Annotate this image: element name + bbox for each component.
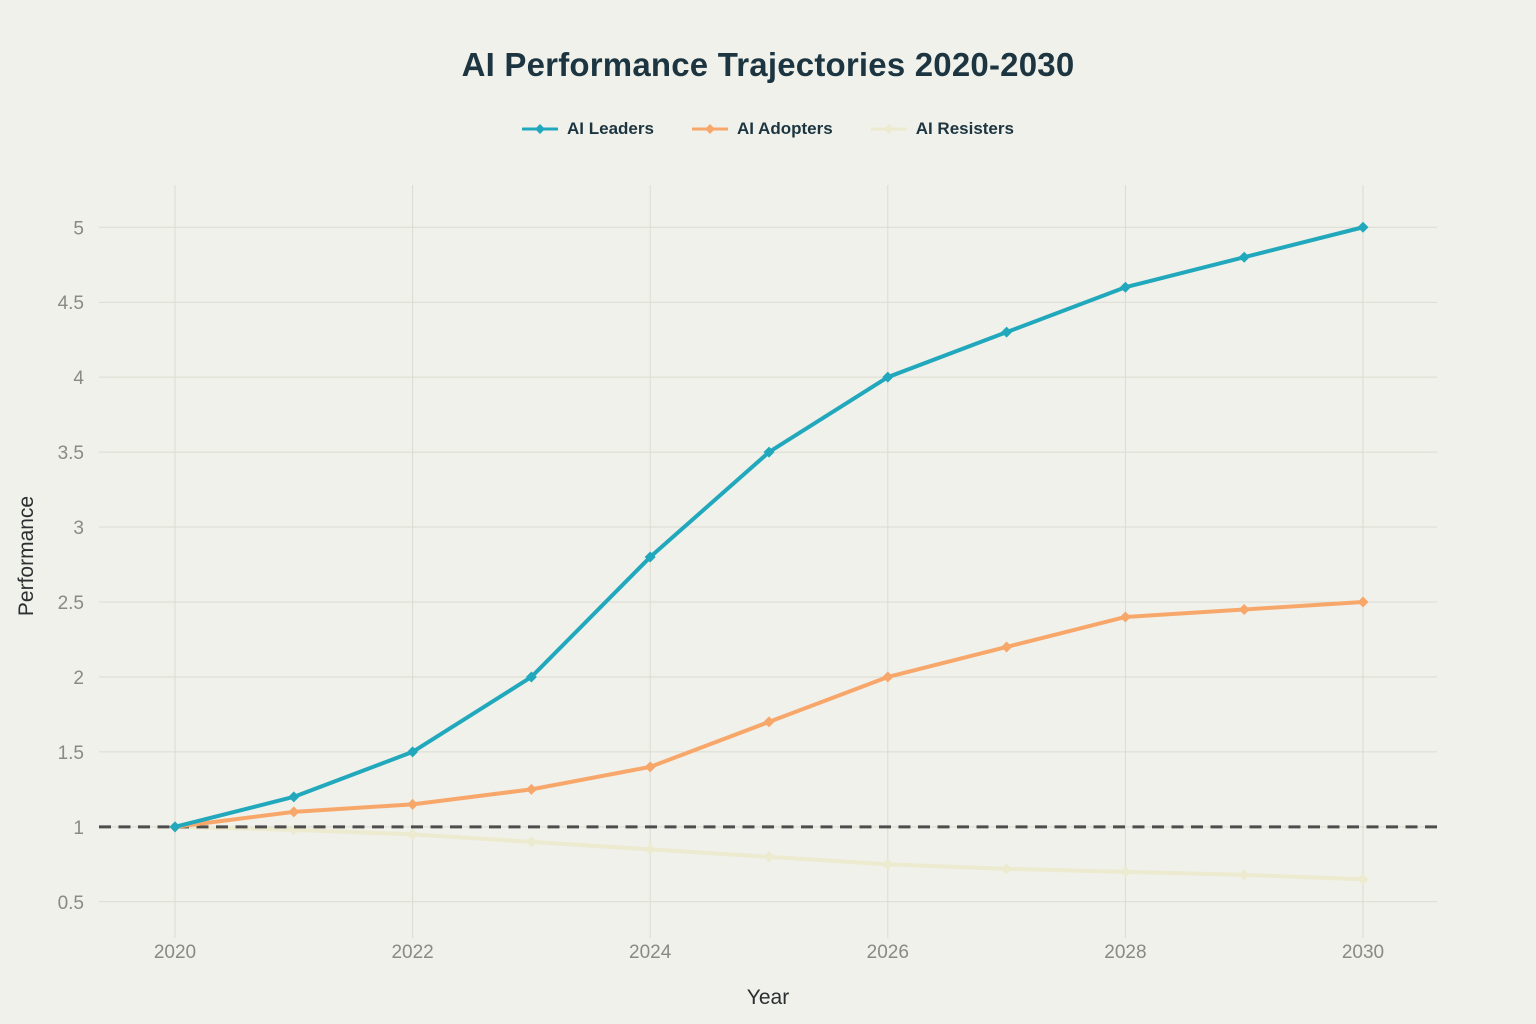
data-point-ai-resisters-2022: [407, 828, 419, 840]
y-tick-label: 5: [73, 218, 84, 239]
y-tick-label: 4.5: [58, 293, 84, 314]
x-tick-label: 2028: [1104, 942, 1146, 963]
data-point-ai-leaders-2027: [1001, 326, 1013, 338]
y-tick-label: 2: [73, 668, 84, 689]
data-point-ai-leaders-2020: [169, 821, 181, 833]
data-point-ai-adopters-2030: [1357, 596, 1369, 608]
data-point-ai-resisters-2029: [1238, 869, 1250, 881]
data-point-ai-adopters-2026: [882, 671, 894, 683]
data-point-ai-resisters-2030: [1357, 873, 1369, 885]
y-axis-label: Performance: [15, 495, 38, 617]
legend-item-ai-resisters[interactable]: AI Resisters: [870, 119, 1014, 139]
data-point-ai-adopters-2022: [407, 798, 419, 810]
data-point-ai-resisters-2028: [1119, 866, 1131, 878]
chart-title: AI Performance Trajectories 2020-2030: [461, 46, 1075, 83]
data-point-ai-leaders-2024: [644, 551, 656, 563]
data-point-ai-adopters-2025: [763, 716, 775, 728]
data-point-ai-resisters-2024: [644, 843, 656, 855]
data-point-ai-resisters-2026: [882, 858, 894, 870]
y-tick-label: 3: [73, 518, 84, 539]
legend-marker-icon: [522, 124, 559, 134]
data-point-ai-resisters-2025: [763, 851, 775, 863]
legend-item-ai-adopters[interactable]: AI Adopters: [691, 119, 833, 139]
data-point-ai-leaders-2028: [1119, 281, 1131, 293]
legend-diamond-icon: [883, 124, 894, 134]
x-axis-label: Year: [746, 986, 790, 1009]
x-tick-label: 2022: [391, 942, 433, 963]
legend-marker-icon: [870, 124, 907, 134]
x-tick-label: 2026: [867, 942, 909, 963]
data-point-ai-resisters-2027: [1001, 863, 1013, 875]
data-point-ai-leaders-2030: [1357, 221, 1369, 233]
legend-label: AI Leaders: [567, 119, 654, 138]
y-tick-label: 0.5: [58, 893, 84, 914]
x-tick-label: 2020: [154, 942, 196, 963]
y-tick-label: 3.5: [58, 443, 84, 464]
x-tick-label: 2024: [629, 942, 672, 963]
y-tick-label: 1.5: [58, 743, 84, 764]
data-point-ai-resisters-2023: [525, 836, 537, 848]
y-tick-label: 4: [73, 368, 84, 389]
legend-item-ai-leaders[interactable]: AI Leaders: [522, 119, 654, 139]
data-point-ai-adopters-2027: [1001, 641, 1013, 653]
legend-label: AI Adopters: [736, 119, 833, 138]
legend-diamond-icon: [535, 124, 546, 134]
data-point-ai-leaders-2021: [288, 791, 300, 803]
data-point-ai-adopters-2024: [644, 761, 656, 773]
legend-label: AI Resisters: [915, 119, 1014, 138]
data-point-ai-adopters-2021: [288, 806, 300, 818]
legend-diamond-icon: [704, 124, 715, 134]
x-tick-label: 2030: [1342, 942, 1384, 963]
data-point-ai-leaders-2022: [407, 746, 419, 758]
data-point-ai-adopters-2029: [1238, 603, 1250, 615]
series-line-ai-adopters: [173, 600, 1365, 829]
legend-marker-icon: [691, 124, 728, 134]
data-point-ai-leaders-2029: [1238, 251, 1250, 263]
y-tick-label: 2.5: [58, 593, 84, 614]
data-point-ai-adopters-2023: [525, 783, 537, 795]
data-point-ai-adopters-2028: [1119, 611, 1131, 623]
data-point-ai-leaders-2026: [882, 371, 894, 383]
data-point-ai-leaders-2025: [763, 446, 775, 458]
y-tick-label: 1: [73, 818, 84, 839]
legend: AI Leaders AI Adopters AI Resisters: [0, 119, 1536, 139]
data-point-ai-leaders-2023: [525, 671, 537, 683]
